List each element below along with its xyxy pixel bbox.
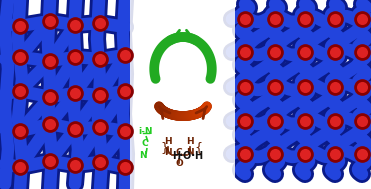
Text: ·: · bbox=[191, 151, 195, 161]
Text: H: H bbox=[164, 137, 172, 146]
Bar bbox=[130, 0, 235, 189]
Text: N: N bbox=[164, 148, 172, 157]
Text: $\{$: $\{$ bbox=[194, 140, 203, 156]
Text: ·: · bbox=[179, 151, 183, 161]
Text: N: N bbox=[139, 151, 147, 160]
Text: H: H bbox=[186, 137, 194, 146]
Text: $\}$: $\}$ bbox=[160, 140, 168, 156]
Text: C: C bbox=[142, 139, 149, 148]
Text: H: H bbox=[172, 151, 180, 161]
Text: N: N bbox=[186, 148, 194, 157]
Text: C: C bbox=[176, 148, 182, 157]
Text: H: H bbox=[194, 151, 202, 161]
Text: O: O bbox=[183, 151, 191, 161]
Text: i-N: i-N bbox=[138, 127, 152, 136]
Text: O: O bbox=[175, 159, 183, 168]
